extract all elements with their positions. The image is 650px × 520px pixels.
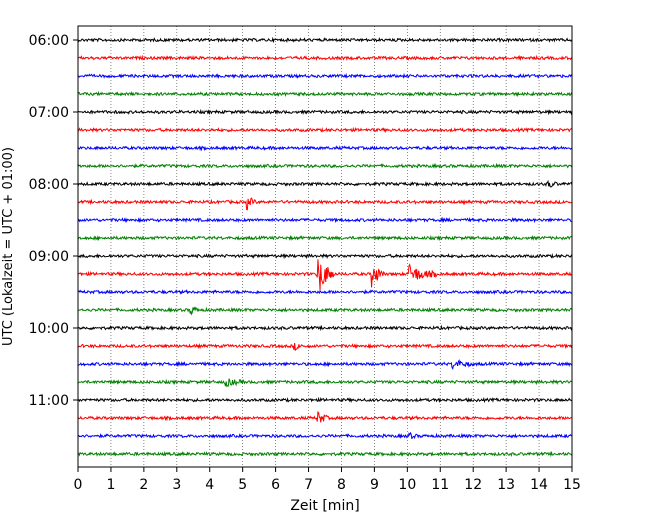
y-tick-label-0900: 09:00	[29, 249, 69, 265]
trace-1130	[77, 431, 573, 440]
y-axis: 06:00 07:00 08:00 09:00 10:00 11:00	[29, 33, 78, 409]
y-axis-label: UTC (Lokalzeit = UTC + 01:00)	[1, 147, 16, 346]
trace-0945	[77, 306, 573, 316]
trace-1015	[77, 342, 573, 352]
traces	[77, 36, 573, 458]
trace-0600	[77, 36, 573, 44]
trace-0715	[77, 126, 573, 134]
y-tick-label-0700: 07:00	[29, 105, 69, 121]
trace-1145	[77, 450, 573, 458]
x-tick-label-10: 10	[398, 477, 416, 493]
x-tick-label-14: 14	[530, 477, 548, 493]
trace-0645	[77, 90, 573, 98]
x-tick-label-4: 4	[205, 477, 214, 493]
x-tick-label-3: 3	[172, 477, 181, 493]
trace-1115	[77, 411, 573, 423]
x-tick-label-15: 15	[563, 477, 581, 493]
trace-0830	[77, 216, 573, 224]
trace-0630	[77, 72, 573, 80]
x-tick-label-12: 12	[464, 477, 482, 493]
trace-0815	[77, 197, 573, 211]
trace-0745	[77, 162, 573, 169]
x-tick-label-8: 8	[337, 477, 346, 493]
y-tick-label-1100: 11:00	[29, 393, 69, 409]
trace-0930	[77, 288, 573, 295]
trace-0730	[77, 145, 573, 152]
x-tick-label-7: 7	[304, 477, 313, 493]
trace-0915	[77, 259, 573, 291]
trace-1030	[77, 359, 573, 370]
y-tick-label-1000: 10:00	[29, 321, 69, 337]
x-tick-label-1: 1	[106, 477, 115, 493]
y-tick-label-0600: 06:00	[29, 33, 69, 49]
trace-0845	[77, 234, 573, 242]
trace-0615	[77, 54, 573, 61]
x-tick-label-2: 2	[139, 477, 148, 493]
x-tick-label-9: 9	[370, 477, 379, 493]
x-tick-label-11: 11	[431, 477, 449, 493]
x-tick-label-6: 6	[271, 477, 280, 493]
x-tick-label-5: 5	[238, 477, 247, 493]
trace-1045	[77, 378, 573, 388]
trace-0900	[77, 253, 573, 260]
x-tick-label-0: 0	[74, 477, 83, 493]
plot-frame	[77, 25, 573, 468]
trace-0800	[77, 179, 573, 188]
x-axis-label: Zeit [min]	[290, 498, 359, 514]
trace-1000	[77, 324, 573, 332]
trace-1100	[77, 396, 573, 404]
x-tick-label-13: 13	[497, 477, 515, 493]
x-axis: 0 1 2 3 4 5 6 7 8 9 10 11 12 13 14 15	[74, 467, 581, 493]
y-tick-label-0800: 08:00	[29, 177, 69, 193]
trace-0700	[77, 108, 573, 116]
